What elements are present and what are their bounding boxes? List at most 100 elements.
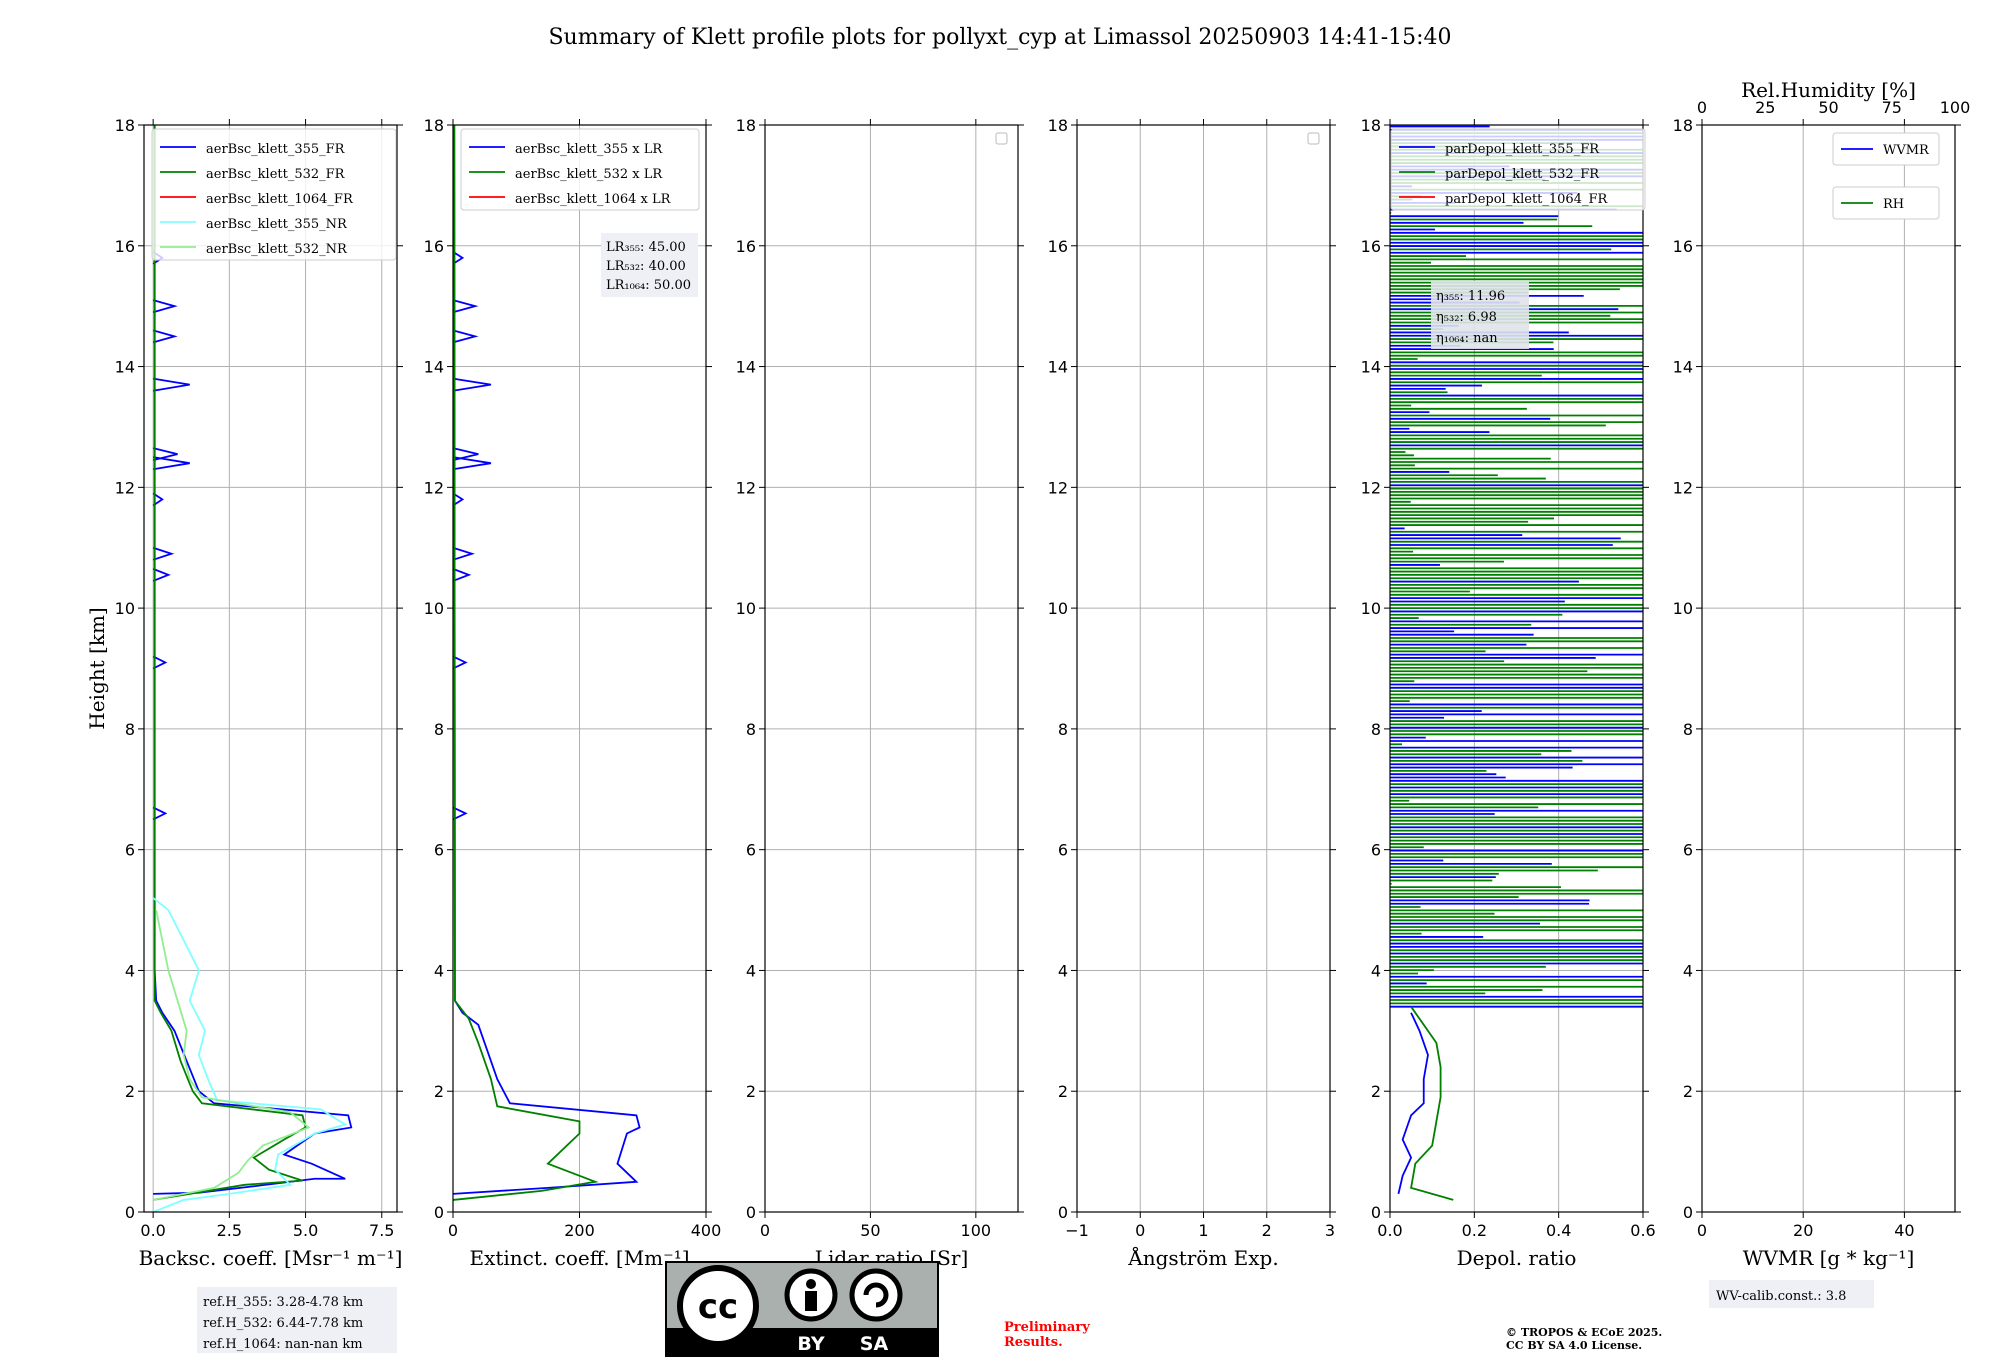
- spike-line: [152, 447, 178, 462]
- annotation-line: LR₃₅₅: 45.00: [606, 240, 686, 255]
- y-tick-label: 14: [424, 358, 444, 377]
- x-tick-label: 0: [1135, 1221, 1145, 1240]
- legend: parDepol_klett_355_FR parDepol_klett_532_…: [1390, 128, 1646, 211]
- y-tick-label: 12: [736, 478, 756, 497]
- empty-legend: [1307, 132, 1320, 145]
- reference-height-annotation: ref.H_355: 3.28-4.78 km ref.H_532: 6.44-7…: [197, 1287, 397, 1353]
- spike-line: [152, 568, 171, 582]
- y-tick-label: 0: [746, 1203, 756, 1222]
- x-tick-label: 5.0: [293, 1221, 318, 1240]
- x-tick-label: 50: [860, 1221, 880, 1240]
- annotation-line: ref.H_1064: nan-nan km: [203, 1337, 363, 1352]
- spike-line: [152, 377, 190, 392]
- spike-line: [152, 299, 178, 314]
- x-tick-label: −1: [1065, 1221, 1089, 1240]
- legend: aerBsc_klett_355_FR aerBsc_klett_532_FRae…: [151, 128, 397, 261]
- y-axis-label: Height [km]: [85, 607, 109, 729]
- y-tick-label: 18: [1048, 116, 1068, 135]
- y-tick-label: 6: [434, 841, 444, 860]
- legend-box: [151, 128, 397, 261]
- x-tick-label: 0.6: [1630, 1221, 1655, 1240]
- x-tick-label: 40: [1894, 1221, 1914, 1240]
- y-tick-label: 6: [1683, 841, 1693, 860]
- y-tick-label: 10: [1361, 599, 1381, 618]
- y-tick-label: 12: [424, 478, 444, 497]
- annotation-line: LR₁₀₆₄: 50.00: [606, 278, 691, 293]
- legend-box: [460, 128, 700, 211]
- share-alike-icon: [849, 1268, 903, 1322]
- spike-line: [452, 456, 492, 471]
- x-tick-label: 2.5: [217, 1221, 242, 1240]
- annotation-line: η₁₀₆₄: nan: [1436, 331, 1498, 346]
- legend-entry: parDepol_klett_355_FR: [1445, 142, 1600, 157]
- x-tick-label: 100: [961, 1221, 992, 1240]
- svg-text:BY: BY: [797, 1333, 824, 1355]
- legend-box: [1390, 128, 1646, 211]
- legend-entry: parDepol_klett_1064_FR: [1445, 192, 1608, 207]
- spike-line: [152, 456, 190, 471]
- x-tick-label: 0: [448, 1221, 458, 1240]
- copyright-line1: © TROPOS & ECoE 2025.: [1506, 1326, 1662, 1339]
- legend-entry: WVMR: [1883, 143, 1930, 158]
- legend-rh: RH: [1832, 186, 1940, 220]
- annotation-line: ref.H_355: 3.28-4.78 km: [203, 1295, 363, 1310]
- y-tick-label: 2: [1371, 1082, 1381, 1101]
- depol-noise-lines: [1390, 125, 1643, 1008]
- x-tick-label: 0.0: [140, 1221, 165, 1240]
- y-tick-label: 10: [424, 599, 444, 618]
- legend-entry: parDepol_klett_532_FR: [1445, 167, 1600, 182]
- y-tick-label: 2: [746, 1082, 756, 1101]
- dep-panel: 0.0 0.2 0.4 0.6 0 2 4 6 8 10 12 14 16 18 Depol. ratio p…: [1361, 116, 1656, 1270]
- x-tick-label: 3: [1325, 1221, 1335, 1240]
- x-axis-label: Depol. ratio: [1457, 1246, 1577, 1270]
- top-x-tick-label: 0: [1697, 98, 1707, 117]
- spike-line: [452, 329, 479, 344]
- spike-line: [452, 546, 475, 561]
- y-tick-label: 12: [1048, 478, 1068, 497]
- legend: aerBsc_klett_355 x LR aerBsc_klett_532 x …: [460, 128, 700, 211]
- legend-entry: RH: [1883, 197, 1904, 212]
- top-x-axis-label: Rel.Humidity [%]: [1741, 78, 1916, 102]
- y-tick-label: 6: [1371, 841, 1381, 860]
- x-axis-label: WVMR [g * kg⁻¹]: [1743, 1246, 1915, 1270]
- y-tick-label: 10: [1048, 599, 1068, 618]
- series-line-parDepol_klett_355_FR: [1397, 1012, 1429, 1195]
- y-tick-label: 10: [736, 599, 756, 618]
- y-tick-label: 8: [746, 720, 756, 739]
- legend-entry: aerBsc_klett_532_FR: [206, 167, 346, 182]
- y-tick-label: 4: [1058, 961, 1068, 980]
- spike-line: [452, 492, 465, 507]
- eta-annotation: η₃₅₅: 11.96 η₅₃₂: 6.98 η₁₀₆₄: nan: [1431, 281, 1529, 349]
- x-tick-label: 200: [564, 1221, 595, 1240]
- y-tick-label: 18: [1361, 116, 1381, 135]
- lidar-ratio-annotation: LR₃₅₅: 45.00 LR₅₃₂: 40.00 LR₁₀₆₄: 50.00: [601, 233, 698, 297]
- y-tick-label: 8: [1058, 720, 1068, 739]
- y-tick-label: 18: [736, 116, 756, 135]
- series-line-aerBsc_klett_532 x LR: [452, 124, 599, 1201]
- y-tick-label: 4: [746, 961, 756, 980]
- y-tick-label: 0: [434, 1203, 444, 1222]
- spike-lines: [152, 251, 190, 821]
- x-axis-label: Ångström Exp.: [1127, 1245, 1278, 1270]
- y-tick-label: 10: [1673, 599, 1693, 618]
- y-tick-label: 0: [1683, 1203, 1693, 1222]
- top-x-tick-label: 100: [1940, 98, 1971, 117]
- annotation-line: LR₅₃₂: 40.00: [606, 259, 686, 274]
- svg-text:SA: SA: [860, 1333, 889, 1355]
- y-tick-label: 12: [1361, 478, 1381, 497]
- y-tick-label: 8: [125, 720, 135, 739]
- y-tick-label: 16: [1361, 237, 1381, 256]
- x-tick-label: 2: [1262, 1221, 1272, 1240]
- y-tick-label: 18: [424, 116, 444, 135]
- legend-entry: aerBsc_klett_532_NR: [206, 242, 348, 257]
- x-tick-label: 0.2: [1462, 1221, 1487, 1240]
- x-tick-label: 1: [1198, 1221, 1208, 1240]
- x-axis-label: Extinct. coeff. [Mm⁻¹]: [469, 1246, 689, 1270]
- series-line-aerBsc_klett_355_NR: [152, 897, 348, 1213]
- spike-line: [452, 806, 468, 821]
- top-x-tick-label: 75: [1882, 98, 1902, 117]
- legend-entry: aerBsc_klett_355_NR: [206, 217, 348, 232]
